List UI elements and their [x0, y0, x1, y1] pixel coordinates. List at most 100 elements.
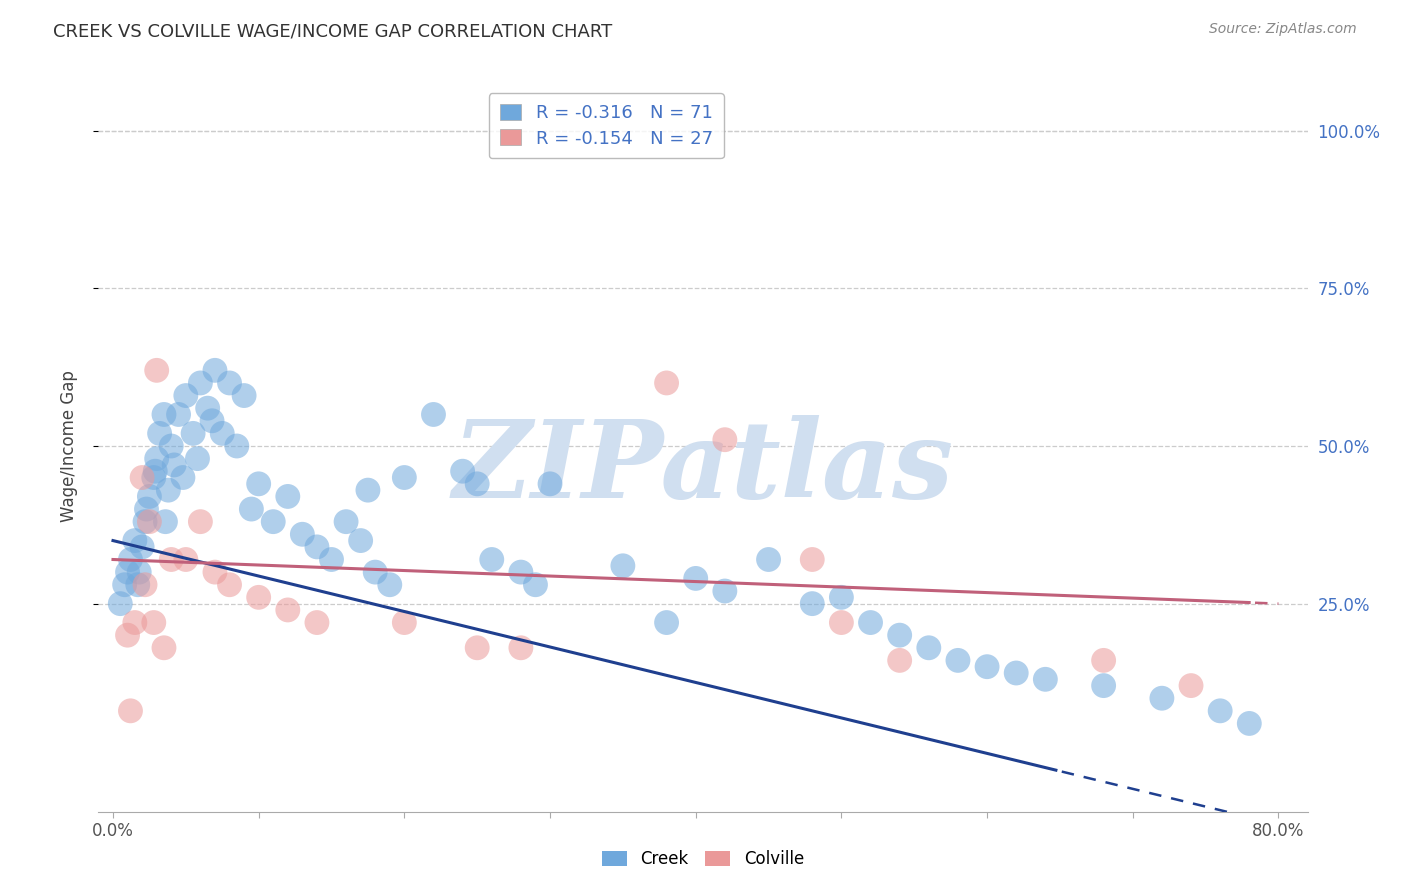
Y-axis label: Wage/Income Gap: Wage/Income Gap: [59, 370, 77, 522]
Text: Source: ZipAtlas.com: Source: ZipAtlas.com: [1209, 22, 1357, 37]
Point: [830, 615, 852, 630]
Point: [149, 426, 172, 441]
Point: [946, 653, 969, 667]
Point: [1005, 665, 1028, 680]
Point: [801, 597, 824, 611]
Point: [218, 376, 240, 390]
Point: [976, 659, 998, 673]
Point: [201, 414, 224, 428]
Point: [117, 565, 139, 579]
Point: [131, 470, 153, 484]
Point: [247, 476, 270, 491]
Point: [142, 470, 165, 484]
Point: [143, 464, 166, 478]
Point: [131, 540, 153, 554]
Point: [120, 552, 142, 566]
Point: [218, 578, 240, 592]
Point: [172, 470, 194, 484]
Point: [451, 464, 474, 478]
Point: [350, 533, 373, 548]
Point: [394, 470, 416, 484]
Point: [758, 552, 780, 566]
Point: [1033, 673, 1056, 687]
Point: [204, 363, 226, 377]
Point: [145, 363, 167, 377]
Point: [160, 439, 183, 453]
Point: [240, 502, 263, 516]
Point: [655, 615, 678, 630]
Point: [364, 565, 387, 579]
Point: [889, 628, 911, 642]
Point: [145, 451, 167, 466]
Point: [167, 408, 190, 422]
Point: [114, 578, 136, 592]
Point: [163, 458, 186, 472]
Point: [1150, 691, 1173, 706]
Point: [465, 640, 488, 655]
Point: [859, 615, 882, 630]
Legend: R = -0.316   N = 71, R = -0.154   N = 27: R = -0.316 N = 71, R = -0.154 N = 27: [489, 93, 724, 159]
Point: [305, 540, 328, 554]
Point: [918, 640, 941, 655]
Point: [277, 490, 299, 504]
Point: [134, 578, 156, 592]
Point: [685, 571, 707, 585]
Point: [655, 376, 678, 390]
Point: [233, 388, 256, 402]
Point: [181, 426, 204, 441]
Point: [335, 515, 357, 529]
Point: [291, 527, 314, 541]
Point: [153, 408, 176, 422]
Point: [174, 388, 197, 402]
Point: [1239, 716, 1261, 731]
Point: [138, 490, 160, 504]
Point: [134, 515, 156, 529]
Point: [211, 426, 233, 441]
Point: [120, 704, 142, 718]
Point: [1209, 704, 1232, 718]
Point: [153, 640, 176, 655]
Point: [197, 401, 219, 416]
Point: [186, 451, 208, 466]
Point: [714, 584, 737, 599]
Point: [160, 552, 183, 566]
Point: [1092, 653, 1115, 667]
Point: [524, 578, 547, 592]
Point: [277, 603, 299, 617]
Point: [321, 552, 343, 566]
Point: [830, 591, 852, 605]
Point: [138, 515, 160, 529]
Point: [124, 615, 146, 630]
Point: [1092, 679, 1115, 693]
Point: [538, 476, 561, 491]
Point: [190, 376, 212, 390]
Point: [128, 565, 150, 579]
Point: [714, 433, 737, 447]
Point: [190, 515, 212, 529]
Point: [155, 515, 177, 529]
Point: [422, 408, 444, 422]
Point: [509, 565, 531, 579]
Point: [204, 565, 226, 579]
Point: [127, 578, 149, 592]
Point: [305, 615, 328, 630]
Text: ZIPatlas: ZIPatlas: [453, 415, 953, 521]
Point: [247, 591, 270, 605]
Point: [465, 476, 488, 491]
Point: [394, 615, 416, 630]
Point: [1180, 679, 1202, 693]
Point: [110, 597, 132, 611]
Point: [378, 578, 401, 592]
Point: [612, 558, 634, 573]
Text: CREEK VS COLVILLE WAGE/INCOME GAP CORRELATION CHART: CREEK VS COLVILLE WAGE/INCOME GAP CORREL…: [53, 22, 613, 40]
Point: [262, 515, 284, 529]
Point: [174, 552, 197, 566]
Point: [135, 502, 157, 516]
Point: [142, 615, 165, 630]
Point: [124, 533, 146, 548]
Point: [157, 483, 180, 497]
Point: [225, 439, 247, 453]
Point: [117, 628, 139, 642]
Point: [801, 552, 824, 566]
Point: [509, 640, 531, 655]
